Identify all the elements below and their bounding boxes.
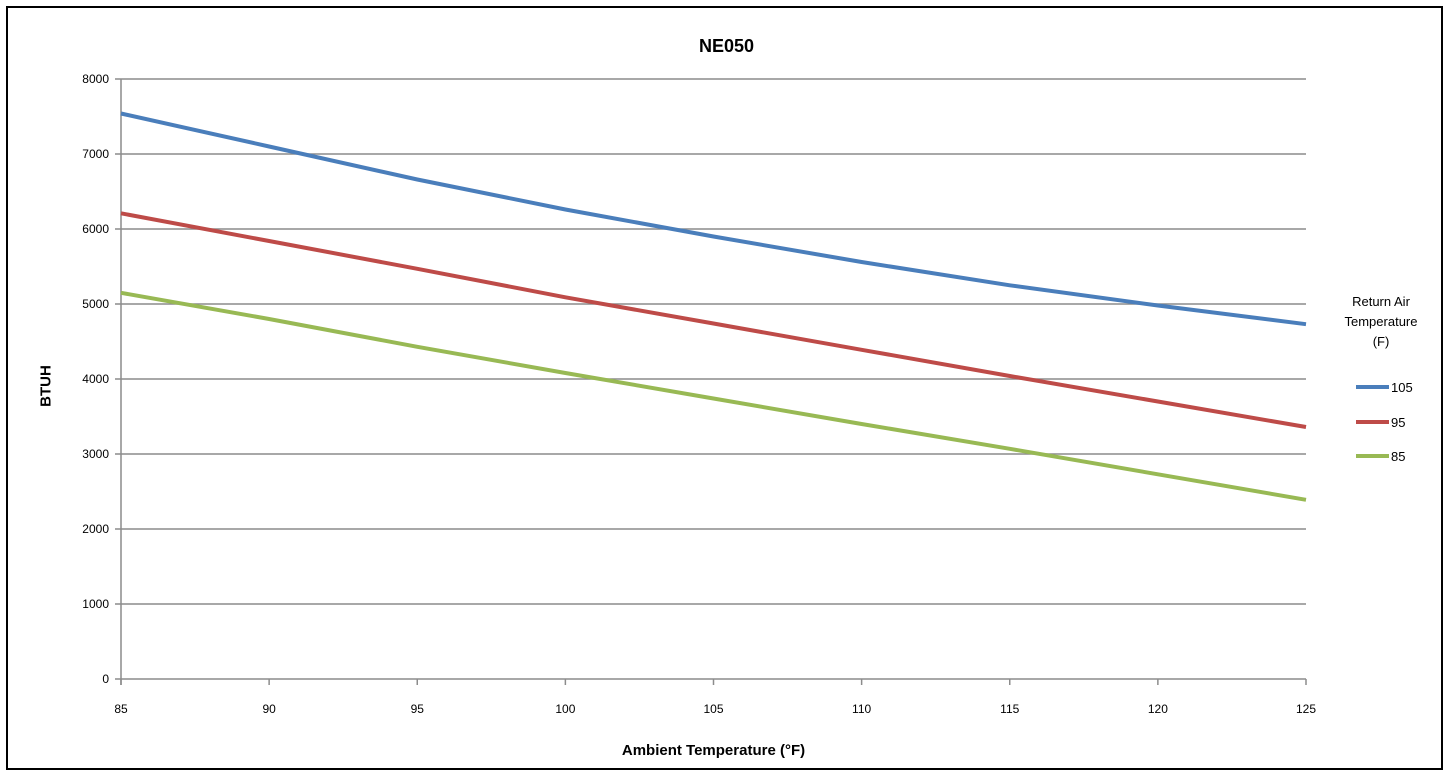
y-tick-0: 0	[102, 672, 109, 686]
x-tick-105: 105	[703, 702, 723, 716]
legend-item-105: 105	[1356, 379, 1413, 395]
legend-swatch-85	[1356, 454, 1389, 458]
chart-title: NE050	[698, 36, 755, 56]
legend-title-line-3: (F)	[1372, 334, 1390, 349]
chart-svg: 0 1000 2000 3000 4000 5000 6000 7000 8000 85 90 95…	[82, 72, 1316, 716]
legend-item-95: 95	[1356, 414, 1405, 430]
chart-frame: 0 1000 2000 3000 4000 5000 6000 7000 8000 85 90 95…	[6, 6, 1443, 770]
legend-label-95: 95	[1391, 414, 1406, 430]
x-tick-95: 95	[411, 702, 425, 716]
x-tick-125: 125	[1296, 702, 1316, 716]
x-tick-120: 120	[1148, 702, 1168, 716]
legend-item-85: 85	[1356, 448, 1405, 464]
x-tick-labels: 85 90 95 100 105 110 115 120 125	[114, 702, 1316, 716]
y-tick-8000: 8000	[82, 72, 109, 86]
legend-title-line-1: Return Air	[1352, 294, 1410, 309]
y-tick-1000: 1000	[82, 597, 109, 611]
legend-label-105: 105	[1391, 379, 1413, 395]
legend-label-85: 85	[1391, 448, 1406, 464]
series-line-95	[120, 211, 1307, 429]
x-axis-label: Ambient Temperature (°F)	[621, 742, 806, 759]
y-tick-labels: 0 1000 2000 3000 4000 5000 6000 7000 8000	[82, 72, 109, 686]
legend-swatch-95	[1356, 420, 1389, 424]
legend-title: Return Air Temperature (F)	[1326, 292, 1436, 352]
x-tick-115: 115	[1000, 702, 1019, 716]
x-tick-90: 90	[262, 702, 276, 716]
y-tick-4000: 4000	[82, 372, 109, 386]
y-tick-6000: 6000	[82, 222, 109, 236]
x-tick-110: 110	[852, 702, 871, 716]
legend-title-line-2: Temperature	[1344, 314, 1418, 329]
x-tick-85: 85	[114, 702, 128, 716]
y-axis-label: BTUH	[37, 365, 55, 407]
x-tick-100: 100	[555, 702, 575, 716]
y-tick-5000: 5000	[82, 297, 109, 311]
legend-swatch-105	[1356, 385, 1389, 389]
series-line-85	[120, 290, 1307, 502]
y-tick-3000: 3000	[82, 447, 109, 461]
y-tick-2000: 2000	[82, 522, 109, 536]
series-lines	[120, 111, 1307, 502]
gridlines	[115, 78, 1307, 685]
y-tick-7000: 7000	[82, 147, 109, 161]
series-line-105	[120, 111, 1307, 327]
